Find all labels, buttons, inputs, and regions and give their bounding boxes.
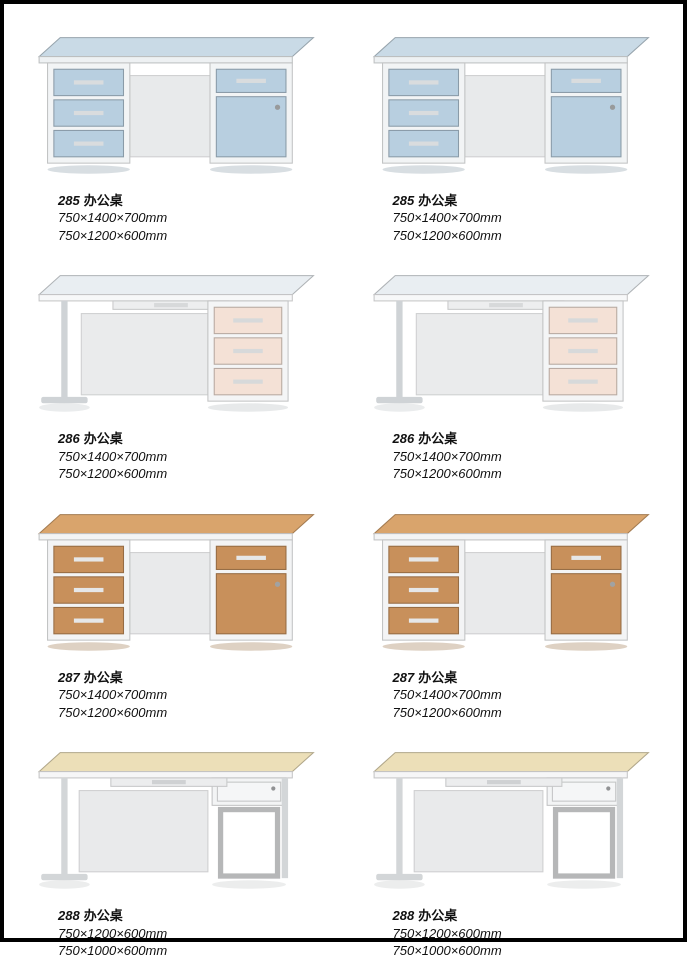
product-model: 288 xyxy=(58,908,80,923)
product-caption: 287办公桌750×1400×700mm750×1200×600mm xyxy=(353,665,670,724)
product-cell: 285 办公桌750×1400×700mm750×1200×600mm xyxy=(18,14,335,246)
product-dimension: 750×1000×600mm xyxy=(58,942,335,960)
product-illustration xyxy=(353,729,670,903)
product-dimension: 750×1200×600mm xyxy=(393,704,670,722)
product-dimension: 750×1400×700mm xyxy=(58,209,335,227)
product-cell: 288 办公桌 750×1200×600mm750×1000×600mm xyxy=(18,729,335,961)
product-grid: 285办公桌750×1400×700mm750×1200×600mm285办公桌… xyxy=(18,14,669,928)
product-name: 办公桌 xyxy=(418,431,457,446)
product-name: 办公桌 xyxy=(418,670,457,685)
product-caption: 288 办公桌 750×1200×600mm750×1000×600mm xyxy=(18,903,335,962)
product-model: 285 xyxy=(393,193,415,208)
product-model: 288 xyxy=(393,908,415,923)
product-name: 办公桌 xyxy=(84,670,123,685)
product-cell: 287 办公桌750×1400×700mm750×1200×600mm xyxy=(18,491,335,723)
product-dimension: 750×1400×700mm xyxy=(58,448,335,466)
product-name: 办公桌 xyxy=(418,908,457,923)
product-name: 办公桌 xyxy=(84,908,123,923)
product-illustration xyxy=(353,252,670,426)
product-name: 办公桌 xyxy=(84,193,123,208)
product-illustration xyxy=(18,14,335,188)
product-dimension: 750×1200×600mm xyxy=(393,925,670,943)
product-caption: 285 办公桌750×1400×700mm750×1200×600mm xyxy=(18,188,335,247)
product-model: 287 xyxy=(58,670,80,685)
product-illustration xyxy=(353,14,670,188)
product-cell: 286办公桌 750×1400×700mm750×1200×600mm xyxy=(353,252,670,484)
product-model: 286 xyxy=(393,431,415,446)
product-dimension: 750×1200×600mm xyxy=(393,465,670,483)
product-dimension: 750×1200×600mm xyxy=(58,465,335,483)
product-caption: 286 办公桌 750×1400×700mm750×1200×600mm xyxy=(18,426,335,485)
product-caption: 288办公桌 750×1200×600mm750×1000×600mm xyxy=(353,903,670,962)
product-cell: 285办公桌750×1400×700mm750×1200×600mm xyxy=(353,14,670,246)
product-dimension: 750×1200×600mm xyxy=(393,227,670,245)
product-caption: 285办公桌750×1400×700mm750×1200×600mm xyxy=(353,188,670,247)
product-caption: 287 办公桌750×1400×700mm750×1200×600mm xyxy=(18,665,335,724)
product-dimension: 750×1200×600mm xyxy=(58,925,335,943)
product-model: 286 xyxy=(58,431,80,446)
product-illustration xyxy=(18,729,335,903)
product-cell: 288办公桌 750×1200×600mm750×1000×600mm xyxy=(353,729,670,961)
product-dimension: 750×1200×600mm xyxy=(58,227,335,245)
product-dimension: 750×1400×700mm xyxy=(393,209,670,227)
product-dimension: 750×1400×700mm xyxy=(393,686,670,704)
product-cell: 287办公桌750×1400×700mm750×1200×600mm xyxy=(353,491,670,723)
product-dimension: 750×1000×600mm xyxy=(393,942,670,960)
product-dimension: 750×1200×600mm xyxy=(58,704,335,722)
product-model: 287 xyxy=(393,670,415,685)
product-dimension: 750×1400×700mm xyxy=(58,686,335,704)
product-dimension: 750×1400×700mm xyxy=(393,448,670,466)
product-illustration xyxy=(353,491,670,665)
product-illustration xyxy=(18,252,335,426)
product-cell: 286 办公桌 750×1400×700mm750×1200×600mm xyxy=(18,252,335,484)
product-caption: 286办公桌 750×1400×700mm750×1200×600mm xyxy=(353,426,670,485)
catalog-page: 285办公桌750×1400×700mm750×1200×600mm285办公桌… xyxy=(0,0,687,942)
product-model: 285 xyxy=(58,193,80,208)
product-illustration xyxy=(18,491,335,665)
product-name: 办公桌 xyxy=(84,431,123,446)
product-name: 办公桌 xyxy=(418,193,457,208)
